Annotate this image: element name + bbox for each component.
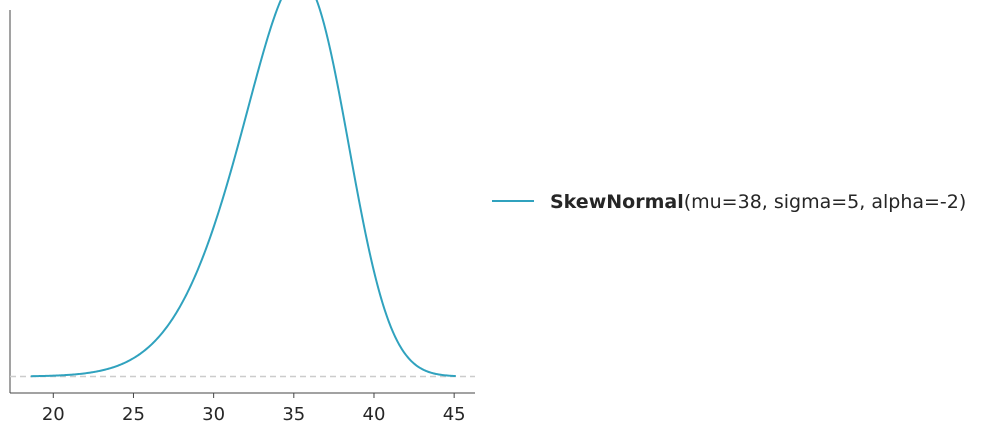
legend-label: SkewNormal(mu=38, sigma=5, alpha=-2) xyxy=(550,191,966,213)
x-tick-label-35: 35 xyxy=(282,404,305,425)
x-tick-label-30: 30 xyxy=(202,404,225,425)
series-line-skewnormal xyxy=(30,0,456,378)
x-tick-label-25: 25 xyxy=(122,404,145,425)
legend-series-params: (mu=38, sigma=5, alpha=-2) xyxy=(684,191,967,213)
x-tick-label-20: 20 xyxy=(42,404,65,425)
x-tick-label-40: 40 xyxy=(363,404,386,425)
legend-series-name: SkewNormal xyxy=(550,191,684,213)
legend: SkewNormal(mu=38, sigma=5, alpha=-2) xyxy=(492,191,966,213)
x-tick-label-45: 45 xyxy=(443,404,466,425)
x-axis-ticks: 20 25 30 35 40 45 xyxy=(42,393,466,425)
